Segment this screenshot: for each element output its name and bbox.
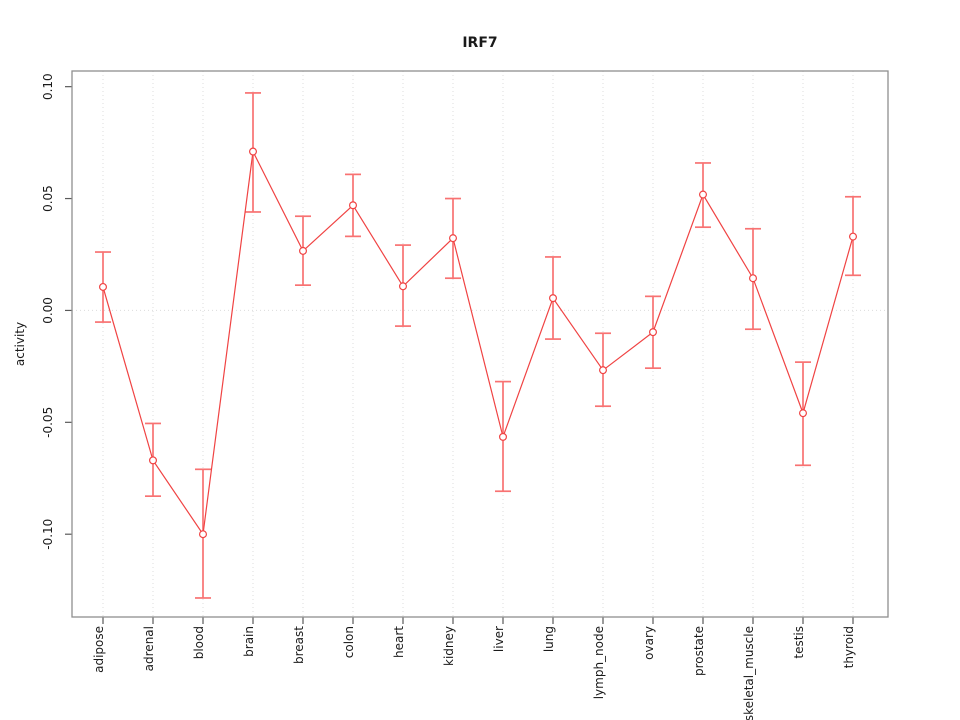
x-tick-label: skeletal_muscle xyxy=(742,626,756,720)
data-point xyxy=(698,190,707,199)
y-axis-label: activity xyxy=(13,322,27,366)
x-tick-label: kidney xyxy=(442,626,456,666)
axes: -0.10 -0.05 0.00 0.05 0.10 adipose adrenal bloo… xyxy=(41,73,856,720)
data-point xyxy=(748,274,757,283)
y-tick-label: 0.10 xyxy=(41,73,55,100)
data-point xyxy=(249,147,258,156)
data-point xyxy=(648,328,657,337)
x-tick-label: thyroid xyxy=(842,626,856,668)
gridlines xyxy=(72,71,888,617)
x-tick-label: brain xyxy=(242,626,256,657)
x-tick-label: blood xyxy=(192,626,206,659)
x-tick-label: colon xyxy=(342,626,356,658)
data-point xyxy=(798,409,807,418)
x-tick-label: breast xyxy=(292,626,306,664)
data-point xyxy=(399,282,408,291)
data-point xyxy=(299,246,308,255)
data-point xyxy=(548,294,557,303)
y-tick-label: 0.05 xyxy=(41,185,55,212)
x-tick-label: testis xyxy=(792,626,806,659)
x-tick-label: lymph_node xyxy=(592,626,606,699)
x-tick-label: prostate xyxy=(692,626,706,676)
y-tick-label: -0.05 xyxy=(41,407,55,438)
series-line xyxy=(102,149,854,536)
data-point xyxy=(349,201,358,210)
data-point xyxy=(598,366,607,375)
data-point xyxy=(199,530,208,539)
y-tick-label: 0.00 xyxy=(41,297,55,324)
x-tick-label: lung xyxy=(542,626,556,652)
x-tick-label: adipose xyxy=(92,626,106,673)
chart-title: IRF7 xyxy=(462,35,497,51)
x-tick-label: liver xyxy=(492,626,506,652)
data-point xyxy=(499,432,508,441)
y-tick-label: -0.10 xyxy=(41,519,55,550)
data-point xyxy=(149,456,158,465)
x-tick-label: ovary xyxy=(642,626,656,660)
data-point xyxy=(848,232,857,241)
x-tick-label: adrenal xyxy=(142,626,156,671)
data-point xyxy=(98,282,107,291)
data-series xyxy=(95,92,861,599)
data-point xyxy=(449,234,458,243)
plot-border xyxy=(71,70,889,618)
x-tick-label: heart xyxy=(392,626,406,658)
